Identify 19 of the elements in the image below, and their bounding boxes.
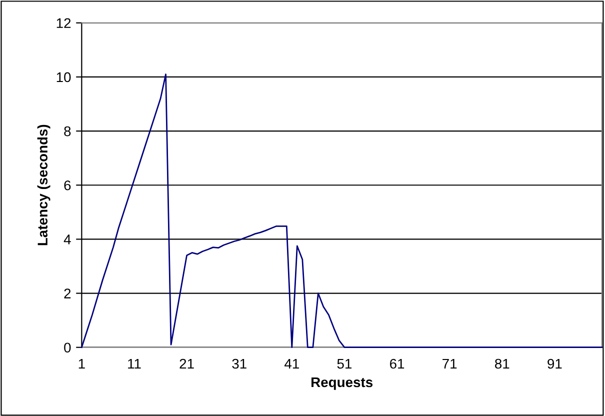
x-axis-title: Requests (311, 377, 373, 390)
x-tick-label: 41 (284, 358, 299, 369)
x-tick-label: 51 (337, 358, 352, 369)
y-tick-label: 2 (64, 288, 71, 298)
x-tick-label: 91 (548, 358, 562, 369)
x-tick-label: 21 (180, 358, 194, 369)
y-tick-label: 6 (64, 180, 71, 190)
x-tick-label: 61 (390, 358, 404, 369)
y-axis-title: Latency (seconds) (37, 124, 50, 246)
y-tick-label: 8 (64, 126, 71, 136)
y-tick-label: 4 (64, 234, 71, 244)
x-tick-label: 1 (78, 358, 85, 369)
x-tick-label: 31 (232, 358, 246, 369)
y-tick-label: 10 (56, 72, 71, 82)
x-tick-label: 81 (495, 358, 510, 369)
x-tick-label: 11 (128, 358, 141, 369)
y-tick-label: 12 (56, 18, 71, 28)
x-tick-label: 71 (442, 358, 457, 369)
y-tick-label: 0 (64, 342, 71, 353)
